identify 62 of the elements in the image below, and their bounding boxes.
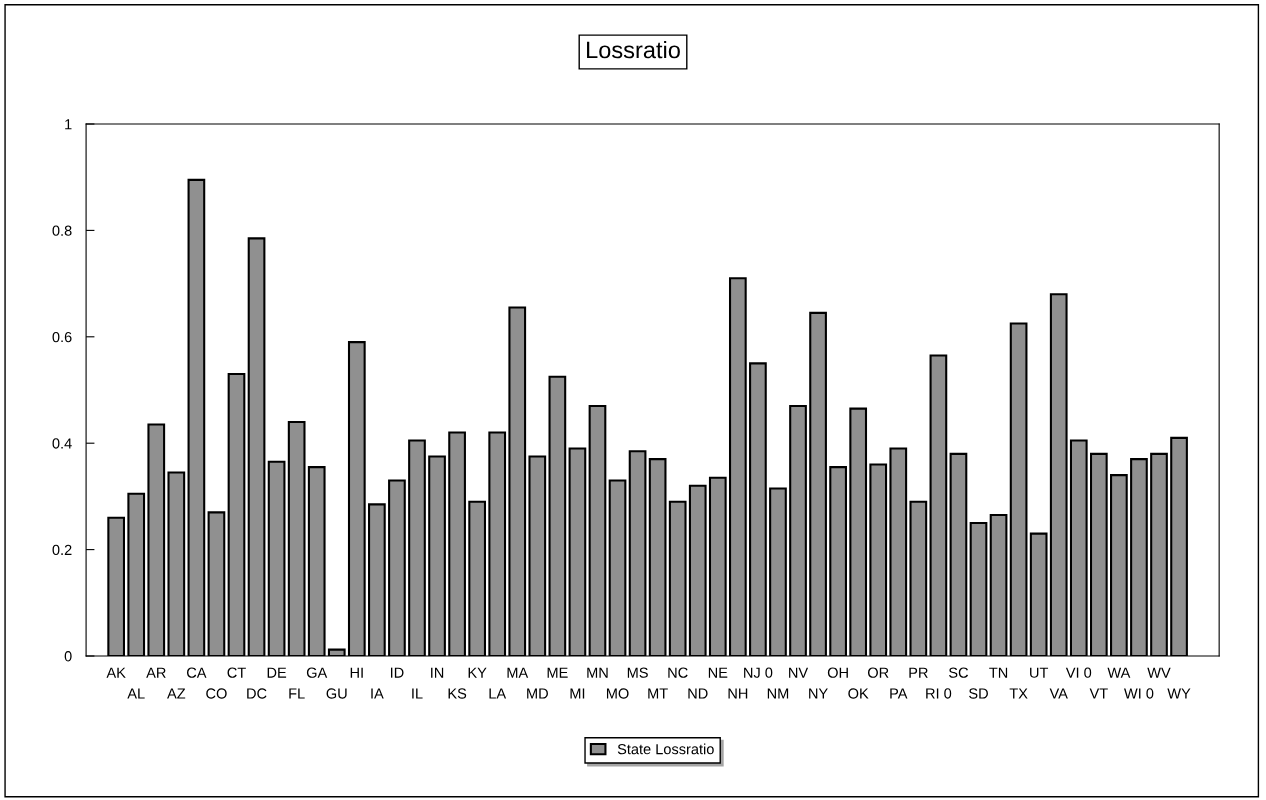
x-tick-label: FL bbox=[289, 688, 305, 699]
x-tick-label: LA bbox=[489, 688, 507, 699]
x-tick-label: MN bbox=[587, 667, 608, 678]
x-tick-label: NE bbox=[708, 667, 728, 678]
x-tick-label: AR bbox=[146, 667, 166, 678]
x-tick-label: TN bbox=[989, 667, 1008, 678]
x-tick-label: NV bbox=[789, 667, 809, 678]
x-tick-label: NY bbox=[809, 688, 828, 699]
x-tick-label: OR bbox=[867, 667, 889, 678]
x-tick-label: WY bbox=[1167, 688, 1191, 699]
y-tick-label: 0.8 bbox=[52, 225, 72, 236]
x-tick-label: WI 0 bbox=[1124, 688, 1154, 699]
x-tick-label: IL bbox=[412, 688, 423, 699]
x-tick-label: RI 0 bbox=[926, 688, 952, 699]
x-tick-label: HI bbox=[350, 667, 363, 678]
x-tick-label: SD bbox=[969, 688, 988, 699]
x-tick-label: KS bbox=[448, 688, 467, 699]
x-tick-label: AL bbox=[127, 688, 145, 699]
x-tick-label: ME bbox=[547, 667, 568, 678]
x-tick-label: ND bbox=[688, 688, 708, 699]
x-tick-label: ID bbox=[390, 667, 404, 678]
x-tick-label: VA bbox=[1049, 688, 1068, 699]
x-tick-label: AK bbox=[106, 667, 126, 678]
x-tick-label: NM bbox=[767, 688, 789, 699]
x-tick-label: PA bbox=[890, 688, 908, 699]
x-tick-label: GU bbox=[326, 688, 347, 699]
x-tick-label: NC bbox=[668, 667, 688, 678]
x-tick-label: KY bbox=[468, 667, 487, 678]
y-tick-label: 0.6 bbox=[52, 331, 72, 343]
chart-title: Lossratio bbox=[587, 41, 680, 59]
x-tick-label: CA bbox=[187, 667, 207, 678]
x-tick-label: OH bbox=[827, 667, 848, 678]
x-tick-label: WA bbox=[1107, 667, 1131, 678]
x-tick-label: UT bbox=[1030, 667, 1049, 678]
x-tick-label: NJ 0 bbox=[744, 667, 773, 678]
y-tick-label: 1 bbox=[65, 119, 72, 130]
x-tick-label: SC bbox=[948, 667, 969, 678]
x-tick-label: GA bbox=[306, 667, 328, 678]
y-tick-label: 0.4 bbox=[52, 438, 72, 449]
x-tick-label: MT bbox=[648, 688, 668, 699]
x-tick-label: OK bbox=[848, 688, 869, 699]
x-tick-label: MS bbox=[627, 667, 648, 678]
x-tick-label: CO bbox=[206, 688, 227, 699]
x-tick-label: NH bbox=[728, 688, 748, 699]
x-tick-label: DE bbox=[267, 667, 287, 678]
x-tick-label: MD bbox=[527, 688, 548, 699]
x-tick-label: WV bbox=[1147, 667, 1171, 678]
x-tick-label: AZ bbox=[167, 688, 186, 699]
x-tick-label: PR bbox=[909, 667, 928, 678]
x-tick-label: DC bbox=[247, 688, 267, 699]
x-tick-label: IN bbox=[431, 667, 444, 678]
x-tick-label: IA bbox=[371, 688, 384, 699]
legend-label: State Lossratio bbox=[617, 743, 714, 755]
y-tick-label: 0 bbox=[64, 651, 72, 662]
x-tick-label: MA bbox=[507, 667, 529, 678]
x-tick-label: CT bbox=[227, 667, 246, 678]
x-tick-label: VT bbox=[1089, 688, 1108, 699]
x-tick-label: TX bbox=[1009, 688, 1028, 699]
x-tick-label: MO bbox=[606, 688, 629, 699]
y-tick-label: 0.2 bbox=[52, 544, 72, 556]
x-tick-label: VI 0 bbox=[1065, 667, 1092, 678]
x-tick-label: MI bbox=[570, 688, 585, 699]
